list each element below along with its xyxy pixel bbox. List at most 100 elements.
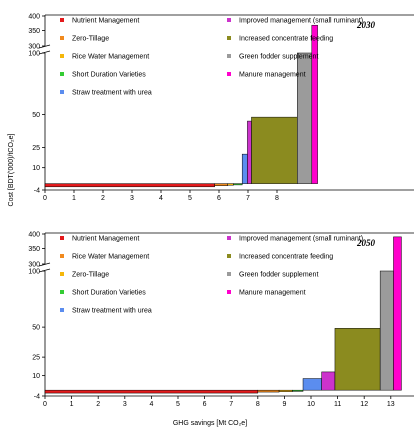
legend-label: Improved management (small ruminant) [239, 18, 363, 25]
legend-label: Straw treatment with urea [72, 90, 152, 97]
x-tick-label: 7 [229, 401, 233, 408]
x-tick-label: 0 [43, 195, 47, 202]
legend-label: Zero-Tillage [72, 36, 109, 43]
bar-zero-tillage [214, 183, 228, 186]
legend-label: Rice Water Management [72, 254, 149, 261]
legend-swatch [60, 72, 64, 76]
x-tick-label: 12 [360, 401, 368, 408]
legend-swatch [227, 36, 231, 40]
bar-straw-treatment-with-urea [302, 378, 322, 391]
y-tick-label: 50 [32, 112, 40, 119]
bar-improved-management-small-ruminant- [247, 120, 252, 184]
legend-swatch [60, 36, 64, 40]
bar-improved-management-small-ruminant- [321, 371, 336, 391]
legend-swatch [227, 272, 231, 276]
y-tick-label: -4 [34, 188, 40, 195]
x-tick-label: 7 [246, 195, 250, 202]
legend-label: Rice Water Management [72, 54, 149, 61]
y-tick-label: 300 [28, 44, 40, 51]
y-tick-label: 350 [28, 246, 40, 253]
legend-swatch [227, 290, 231, 294]
y-tick-label: 10 [32, 373, 40, 380]
x-tick-label: 8 [256, 401, 260, 408]
legend-swatch [60, 254, 64, 258]
y-tick-label: -4 [34, 394, 40, 401]
bar-rice-water-management [227, 183, 234, 186]
x-tick-label: 13 [387, 401, 395, 408]
x-tick-label: 3 [130, 195, 134, 202]
y-tick-label: 400 [28, 14, 40, 21]
axis-break-mark [38, 44, 51, 49]
x-tick-label: 3 [123, 401, 127, 408]
bar-nutrient-management [44, 389, 259, 394]
x-tick-label: 2 [96, 401, 100, 408]
y-tick-label: 25 [32, 145, 40, 152]
y-tick-label: 100 [28, 51, 40, 58]
x-tick-label: 4 [159, 195, 163, 202]
axis-break-mark [38, 50, 51, 55]
y-tick-label: 400 [28, 232, 40, 239]
legend-label: Straw treatment with urea [72, 308, 152, 315]
y-tick-label: 300 [28, 262, 40, 269]
legend-label: Zero-Tillage [72, 272, 109, 279]
legend-label: Manure management [239, 290, 306, 297]
bar-manure-management [311, 24, 318, 184]
bar-increased-concentrate-feeding [334, 328, 381, 391]
legend-label: Increased concentrate feeding [239, 254, 333, 261]
legend-swatch [60, 308, 64, 312]
axis-break-gap [39, 46, 51, 53]
bar-increased-concentrate-feeding [251, 116, 298, 184]
year-label: 2030 [356, 20, 376, 30]
legend-label: Nutrient Management [72, 18, 139, 25]
y-axis-label: Cost [BDT('000)/tCO₂e] [8, 133, 15, 206]
legend-swatch [227, 254, 231, 258]
bar-rice-water-management [257, 389, 280, 393]
axis-break-mark [38, 268, 51, 273]
x-tick-label: 8 [275, 195, 279, 202]
bar-manure-management [393, 236, 402, 391]
x-tick-label: 1 [72, 195, 76, 202]
bar-straw-treatment-with-urea [241, 153, 248, 184]
legend-label: Green fodder supplement [239, 54, 318, 61]
axis-break-mark [38, 262, 51, 267]
bar-nutrient-management [44, 183, 215, 188]
legend-label: Short Duration Varieties [72, 72, 146, 79]
x-tick-label: 6 [203, 401, 207, 408]
bar-short-duration-varieties [233, 183, 243, 186]
x-tick-label: 1 [70, 401, 74, 408]
year-label: 2050 [356, 238, 376, 248]
x-tick-label: 9 [282, 401, 286, 408]
legend-label: Manure management [239, 72, 306, 79]
axis-break-gap [39, 264, 51, 271]
y-tick-label: 10 [32, 165, 40, 172]
bar-zero-tillage [278, 389, 293, 392]
x-tick-label: 5 [188, 195, 192, 202]
legend-swatch [227, 18, 231, 22]
legend-label: Nutrient Management [72, 236, 139, 243]
x-tick-label: 10 [307, 401, 315, 408]
x-tick-label: 2 [101, 195, 105, 202]
legend-swatch [60, 272, 64, 276]
x-tick-label: 6 [217, 195, 221, 202]
x-tick-label: 5 [176, 401, 180, 408]
legend-swatch [227, 54, 231, 58]
x-tick-label: 4 [149, 401, 153, 408]
legend-swatch [60, 90, 64, 94]
bar-short-duration-varieties [292, 389, 304, 392]
x-tick-label: 0 [43, 401, 47, 408]
legend-swatch [60, 290, 64, 294]
legend-swatch [227, 72, 231, 76]
legend-label: Green fodder supplement [239, 272, 318, 279]
y-tick-label: 100 [28, 269, 40, 276]
y-tick-label: 350 [28, 28, 40, 35]
legend-swatch [60, 54, 64, 58]
legend-swatch [60, 236, 64, 240]
y-tick-label: 50 [32, 325, 40, 332]
legend-swatch [227, 236, 231, 240]
x-axis-label: GHG savings [Mt CO₂e] [173, 420, 247, 427]
x-tick-label: 11 [334, 401, 341, 408]
legend-swatch [60, 18, 64, 22]
legend-label: Improved management (small ruminant) [239, 236, 363, 243]
y-tick-label: 25 [32, 355, 40, 362]
